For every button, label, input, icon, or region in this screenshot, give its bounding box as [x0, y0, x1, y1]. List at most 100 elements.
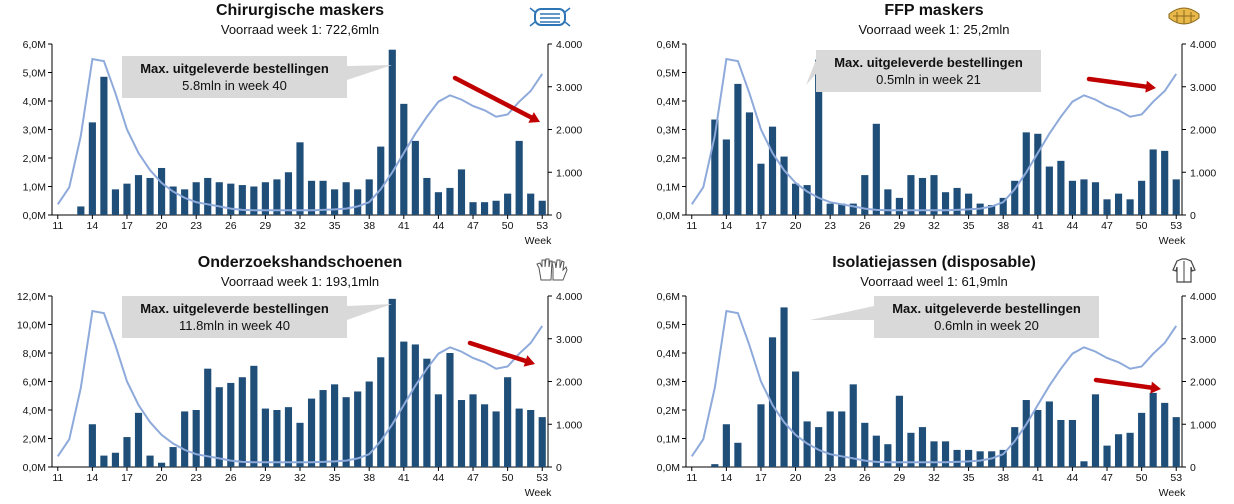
trend-line [690, 57, 1178, 212]
y-tick-label-left: 0,3M [657, 125, 680, 137]
bar [1045, 401, 1053, 467]
x-tick-label: 35 [963, 220, 975, 232]
bar [146, 455, 154, 467]
bar [838, 411, 846, 467]
bar [1091, 394, 1100, 467]
x-tick-label: 44 [433, 472, 445, 484]
callout-title: Max. uitgeleverde bestellingen [834, 55, 1023, 70]
bar [1034, 133, 1042, 215]
bar [238, 377, 246, 467]
bar [457, 169, 466, 215]
chart-title: Chirurgische maskers [215, 2, 385, 19]
bar [780, 156, 788, 215]
mask-ribs [1173, 10, 1195, 24]
x-tick-label: 26 [225, 220, 237, 232]
bar [965, 449, 973, 467]
y-tick-label-left: 4,0M [23, 96, 46, 108]
chart-panel-gloves: Onderzoekshandschoenen Voorraad week 1: … [0, 252, 600, 502]
bar [1114, 193, 1123, 215]
x-tick-label: 17 [121, 220, 133, 232]
bar [976, 451, 984, 467]
callout-value: 0.6mln in week 20 [934, 318, 1039, 333]
bar [181, 189, 189, 215]
y-tick-label-left: 12,0M [17, 291, 46, 303]
x-tick-label: 50 [1136, 220, 1148, 232]
bar [918, 177, 927, 215]
bar [988, 205, 996, 215]
bar [1068, 180, 1076, 215]
bar [88, 424, 96, 467]
x-tick-label: 20 [156, 220, 168, 232]
bar [711, 119, 719, 215]
bar [1011, 427, 1019, 467]
x-tick-label: 44 [1067, 220, 1079, 232]
bar [273, 179, 281, 215]
bar [1103, 199, 1111, 215]
bar [354, 391, 362, 467]
ffp-mask-icon [1168, 7, 1200, 25]
bar [1011, 180, 1019, 215]
chart-svg: 0,0M 1,0M 2,0M 3,0M 4,0M 5,0M 6,0M 0 1.000 2.000 3… [23, 7, 582, 247]
x-tick-label: 29 [894, 220, 906, 232]
trend-arrow-head [528, 112, 540, 123]
chart-subtitle: Voorraad week 1: 193,1mln [220, 274, 380, 289]
bar [884, 444, 892, 467]
bar [504, 377, 512, 467]
bar [1068, 419, 1076, 467]
chart-title: FFP maskers [884, 2, 984, 19]
callout-title: Max. uitgeleverde bestellingen [140, 61, 329, 76]
x-tick-label: 14 [87, 220, 99, 232]
bar [492, 200, 500, 215]
gown-icon [1172, 258, 1196, 283]
bar [273, 410, 281, 467]
bar [1022, 400, 1030, 467]
x-tick-label: 41 [1032, 220, 1044, 232]
y-tick-label-left: 6,0M [23, 39, 46, 51]
y-tick-label-left: 2,0M [23, 434, 46, 446]
x-tick-label: 17 [755, 220, 767, 232]
bar [227, 183, 235, 215]
x-tick-label: 35 [329, 220, 341, 232]
bar [780, 307, 788, 467]
chart-panel-gowns: Isolatiejassen (disposable) Voorraad wee… [634, 252, 1234, 502]
bar [215, 182, 223, 215]
bar [388, 49, 396, 216]
bar [342, 182, 350, 215]
x-tick-label: 53 [1170, 220, 1182, 232]
bar [515, 408, 523, 467]
x-tick-label: 41 [398, 220, 410, 232]
bar [838, 203, 846, 215]
x-tick-label: 35 [963, 472, 975, 484]
callout-pointer [810, 306, 874, 320]
chart-subtitle: Voorraad week 1: 722,6mln [220, 22, 380, 37]
bar [953, 187, 961, 215]
gloves-icon [536, 258, 568, 281]
x-tick-label: 26 [859, 220, 871, 232]
bar [296, 142, 304, 215]
bar [146, 177, 154, 215]
x-tick-label: 32 [294, 472, 306, 484]
chart-svg: 0,0M 2,0M 4,0M 6,0M 8,0M 10,0M 12,0M 0 1.000 2.00… [17, 258, 582, 499]
x-tick-label: 11 [686, 220, 697, 232]
y-tick-label-left: 0,3M [657, 377, 680, 389]
x-tick-label: 11 [686, 472, 697, 484]
bar [895, 395, 903, 467]
y-tick-label-left: 0,4M [657, 348, 680, 360]
bar [1149, 392, 1157, 467]
bar [423, 358, 431, 467]
bar [261, 408, 269, 467]
chart-svg: 0,0M 0,1M 0,2M 0,3M 0,4M 0,5M 0,6M 0 1.000 2.000 3… [657, 7, 1216, 247]
y-tick-label-right: 3.000 [556, 334, 582, 346]
y-tick-label-right: 2.000 [1190, 125, 1216, 137]
y-tick-label-right: 3.000 [1190, 82, 1216, 94]
bar [446, 353, 454, 467]
bar [527, 410, 535, 467]
bar [849, 384, 857, 467]
bar [734, 83, 742, 216]
x-tick-label: 17 [121, 472, 133, 484]
bar [377, 357, 385, 467]
x-tick-label: 29 [260, 472, 272, 484]
bar [1172, 417, 1180, 467]
chart-svg: 0,0M 0,1M 0,2M 0,3M 0,4M 0,5M 0,6M 0 1.000 2.000 3… [657, 258, 1216, 499]
x-tick-label: 38 [363, 472, 375, 484]
